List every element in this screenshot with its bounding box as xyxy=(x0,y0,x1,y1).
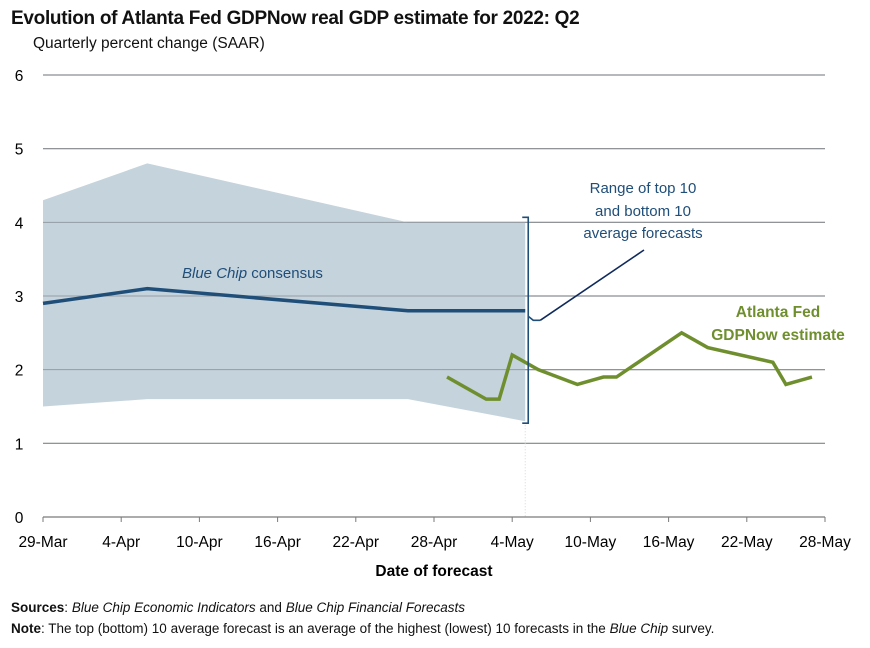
x-tick-label: 16-May xyxy=(643,534,695,551)
x-axis-ticks: 29-Mar 4-Apr 10-Apr 16-Apr 22-Apr 28-Apr 4-May… xyxy=(18,517,851,551)
range-bracket xyxy=(522,216,645,425)
x-tick-label: 29-Mar xyxy=(18,534,67,551)
blue-chip-consensus-line xyxy=(42,286,526,313)
sources-colon: : xyxy=(64,600,69,615)
sources-text-3: Blue Chip Financial Forecasts xyxy=(285,600,466,615)
gdpnow-label-line-2: GDPNow estimate xyxy=(711,327,845,344)
note-text-1: : The top (bottom) 10 average forecast i… xyxy=(41,621,610,636)
y-tick-label: 2 xyxy=(15,363,24,380)
x-tick-label: 22-Apr xyxy=(333,534,380,551)
x-tick-label: 22-May xyxy=(721,534,773,551)
y-tick-label: 4 xyxy=(15,215,24,232)
consensus-label: Blue Chip consensus xyxy=(182,265,323,282)
sources-text-1: Blue Chip Economic Indicators xyxy=(71,600,256,615)
x-tick-label: 10-Apr xyxy=(176,534,223,551)
x-tick-label: 4-May xyxy=(491,534,534,551)
sources-label: Sources xyxy=(11,600,65,615)
y-tick-label: 1 xyxy=(15,436,24,453)
sources-text-2: and xyxy=(255,600,286,615)
x-tick-label: 10-May xyxy=(565,534,617,551)
x-tick-label: 28-Apr xyxy=(411,534,458,551)
range-pointer-line xyxy=(539,249,645,321)
bracket-notch xyxy=(527,315,541,322)
range-band xyxy=(43,74,825,444)
range-label-line-1: Range of top 10 xyxy=(590,180,697,197)
bracket-line xyxy=(522,216,530,425)
note-text-2: Blue Chip xyxy=(609,621,669,636)
sources-footnote: Sources: Blue Chip Economic Indicators a… xyxy=(11,600,465,615)
x-tick-label: 28-May xyxy=(799,534,851,551)
consensus-label-italic: Blue Chip xyxy=(182,265,247,282)
range-label-line-2: and bottom 10 xyxy=(595,203,691,220)
x-axis-label: Date of forecast xyxy=(375,563,492,580)
y-tick-label: 3 xyxy=(15,289,24,306)
x-tick-label: 4-Apr xyxy=(102,534,140,551)
y-tick-label: 0 xyxy=(15,510,24,527)
gdpnow-label-line-1: Atlanta Fed xyxy=(736,304,820,321)
chart-title: Evolution of Atlanta Fed GDPNow real GDP… xyxy=(11,8,580,29)
note-footnote: Note: The top (bottom) 10 average foreca… xyxy=(11,621,714,636)
range-label-line-3: average forecasts xyxy=(583,225,702,242)
consensus-label-rest: consensus xyxy=(247,265,323,282)
y-tick-label: 5 xyxy=(15,142,24,159)
chart-subtitle: Quarterly percent change (SAAR) xyxy=(33,35,265,52)
range-band-area xyxy=(43,163,526,422)
y-tick-label: 6 xyxy=(15,68,24,85)
note-label: Note xyxy=(11,621,41,636)
note-text-3: survey. xyxy=(668,621,715,636)
y-axis-ticks: 0 1 2 3 4 5 6 xyxy=(15,68,24,527)
series-lines xyxy=(42,286,813,401)
x-tick-label: 16-Apr xyxy=(254,534,301,551)
chart-area: 0 1 2 3 4 5 6 29-Mar 4-Apr 10-Apr 16-Apr 22-Apr 28-… xyxy=(15,68,851,580)
